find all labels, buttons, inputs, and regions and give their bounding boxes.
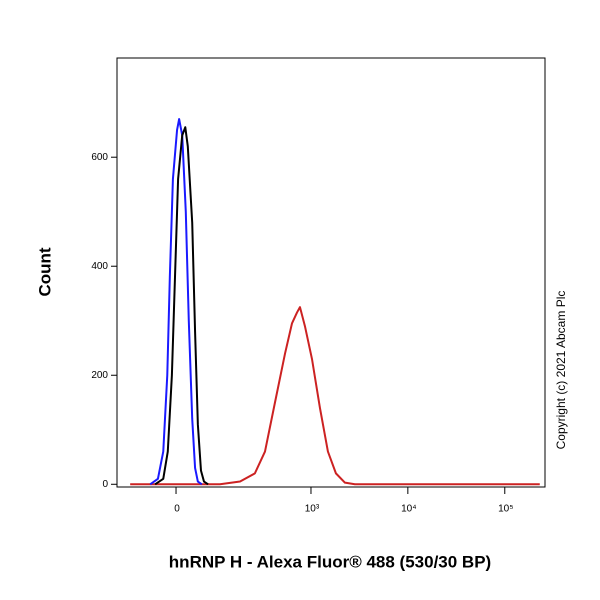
- x-tick-label: 10³: [305, 504, 320, 515]
- histogram-line: [149, 118, 203, 486]
- y-tick-label: 600: [91, 152, 108, 163]
- plot-frame: [116, 57, 546, 488]
- copyright: Copyright (c) 2021 Abcam Plc: [554, 291, 568, 450]
- x-tick-label: 10⁴: [401, 504, 416, 515]
- histogram-line: [130, 306, 540, 486]
- x-tick-label: 10⁵: [498, 504, 513, 515]
- y-tick-label: 0: [102, 479, 108, 490]
- y-tick-label: 400: [91, 261, 108, 272]
- histogram-line: [154, 126, 209, 486]
- y-axis-title: Count: [35, 247, 54, 296]
- y-tick-label: 200: [91, 370, 108, 381]
- x-axis-title: hnRNP H - Alexa Fluor® 488 (530/30 BP): [169, 552, 491, 571]
- x-tick-label: 0: [174, 504, 180, 515]
